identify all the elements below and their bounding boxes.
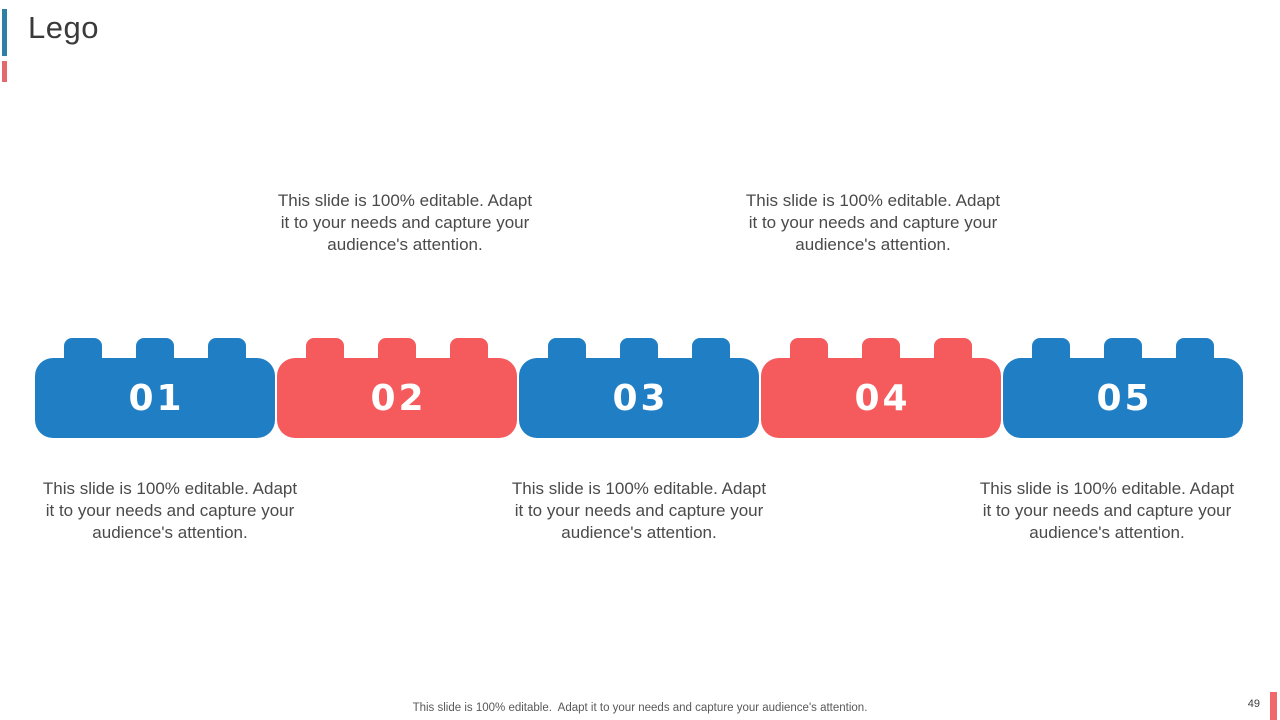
step-number: 01 <box>128 377 185 419</box>
brick-studs <box>35 338 275 364</box>
step-number: 03 <box>612 377 669 419</box>
brick-body: 02 <box>277 358 517 438</box>
brick-studs <box>519 338 759 364</box>
slide-title: Lego <box>28 10 99 45</box>
brick-studs <box>1003 338 1243 364</box>
brick-studs <box>761 338 1001 364</box>
step-number: 05 <box>1096 377 1153 419</box>
brick-body: 05 <box>1003 358 1243 438</box>
lego-brick-step-01: 01 <box>35 338 275 438</box>
caption-below-step-03: This slide is 100% editable. Adapt it to… <box>511 479 767 542</box>
brick-body: 03 <box>519 358 759 438</box>
page-number: 49 <box>1247 698 1260 710</box>
lego-brick-row: 01 02 03 <box>35 338 1243 438</box>
brick-body: 01 <box>35 358 275 438</box>
brick-body: 04 <box>761 358 1001 438</box>
lego-brick-step-05: 05 <box>1003 338 1243 438</box>
brick-studs <box>277 338 517 364</box>
bottom-right-accent-bar <box>1270 692 1277 720</box>
step-number: 04 <box>854 377 911 419</box>
lego-brick-step-02: 02 <box>277 338 517 438</box>
lego-brick-step-03: 03 <box>519 338 759 438</box>
step-number: 02 <box>370 377 427 419</box>
caption-above-step-04: This slide is 100% editable. Adapt it to… <box>745 191 1001 254</box>
caption-below-step-01: This slide is 100% editable. Adapt it to… <box>42 479 298 542</box>
slide-footer-note: This slide is 100% editable. Adapt it to… <box>412 702 868 714</box>
title-accent-bar-red <box>2 61 7 82</box>
title-accent-bar-blue <box>2 9 7 56</box>
caption-above-step-02: This slide is 100% editable. Adapt it to… <box>277 191 533 254</box>
lego-brick-step-04: 04 <box>761 338 1001 438</box>
caption-below-step-05: This slide is 100% editable. Adapt it to… <box>979 479 1235 542</box>
